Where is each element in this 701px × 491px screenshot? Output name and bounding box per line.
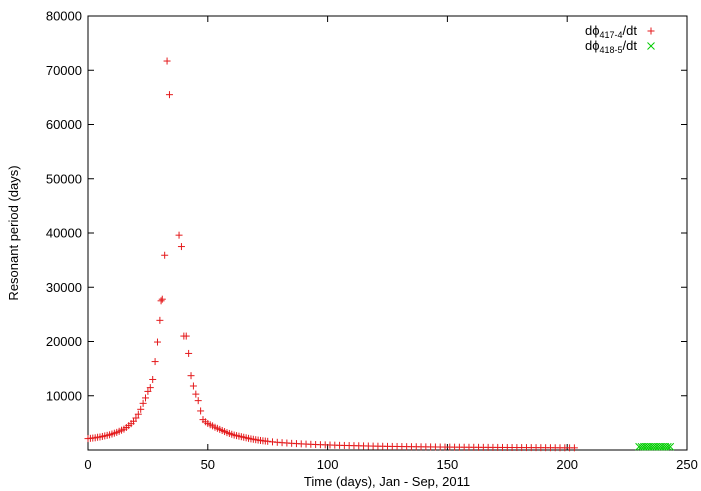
data-point bbox=[146, 384, 154, 392]
series-1 bbox=[84, 57, 578, 452]
legend-entry-label: dϕ418-5/dt bbox=[585, 38, 637, 55]
data-point bbox=[134, 410, 142, 418]
y-tick-label: 70000 bbox=[46, 63, 82, 78]
y-tick-label: 50000 bbox=[46, 171, 82, 186]
data-point bbox=[177, 243, 185, 251]
data-point bbox=[149, 375, 157, 383]
x-tick-label: 200 bbox=[556, 457, 578, 472]
x-tick-label: 0 bbox=[84, 457, 91, 472]
y-axis-ticks: 10000 20000 30000 40000 50000 60000 70000 80000 bbox=[46, 9, 687, 403]
data-point bbox=[139, 399, 147, 407]
data-point bbox=[142, 394, 150, 402]
data-point bbox=[175, 231, 183, 239]
y-tick-label: 60000 bbox=[46, 117, 82, 132]
data-point bbox=[161, 251, 169, 259]
data-point bbox=[264, 437, 272, 445]
data-point bbox=[158, 295, 166, 303]
data-point bbox=[187, 372, 195, 380]
y-tick-label: 80000 bbox=[46, 9, 82, 24]
data-point bbox=[666, 442, 675, 451]
x-axis-label: Time (days), Jan - Sep, 2011 bbox=[304, 474, 470, 489]
data-point bbox=[165, 91, 173, 99]
y-tick-label: 10000 bbox=[46, 388, 82, 403]
y-tick-label: 30000 bbox=[46, 280, 82, 295]
x-tick-label: 150 bbox=[437, 457, 459, 472]
series-2 bbox=[635, 442, 675, 451]
legend-marker bbox=[647, 27, 655, 35]
data-point bbox=[156, 316, 164, 324]
data-point bbox=[157, 297, 165, 305]
data-point bbox=[663, 442, 672, 451]
y-axis-label: Resonant period (days) bbox=[6, 165, 21, 300]
data-point bbox=[144, 387, 152, 395]
data-point bbox=[182, 332, 190, 340]
data-point bbox=[153, 338, 161, 346]
legend-entry-label: dϕ417-4/dt bbox=[585, 23, 637, 40]
legend-label-tail: /dt bbox=[623, 38, 638, 53]
data-point bbox=[151, 358, 159, 366]
legend-label-main: dϕ bbox=[585, 38, 600, 53]
data-point bbox=[197, 407, 205, 415]
data-point bbox=[137, 405, 145, 413]
data-point bbox=[192, 390, 200, 398]
x-tick-label: 50 bbox=[201, 457, 215, 472]
x-tick-label: 100 bbox=[317, 457, 339, 472]
x-axis-ticks: 0 50 100 150 200 250 bbox=[84, 16, 698, 472]
y-tick-label: 40000 bbox=[46, 226, 82, 241]
data-point bbox=[185, 349, 193, 357]
data-point bbox=[132, 414, 140, 422]
plot-frame bbox=[87, 15, 688, 451]
y-tick-label: 20000 bbox=[46, 334, 82, 349]
legend-label-main: dϕ bbox=[585, 23, 600, 38]
data-point bbox=[163, 57, 171, 65]
data-series bbox=[84, 57, 675, 452]
legend-label-sub: 418-5 bbox=[600, 45, 623, 55]
data-point bbox=[570, 444, 578, 452]
legend-marker bbox=[647, 42, 655, 50]
legend-label-sub: 417-4 bbox=[600, 30, 623, 40]
data-point bbox=[194, 397, 202, 405]
legend-label-tail: /dt bbox=[623, 23, 638, 38]
x-tick-label: 250 bbox=[676, 457, 698, 472]
data-point bbox=[189, 382, 197, 390]
